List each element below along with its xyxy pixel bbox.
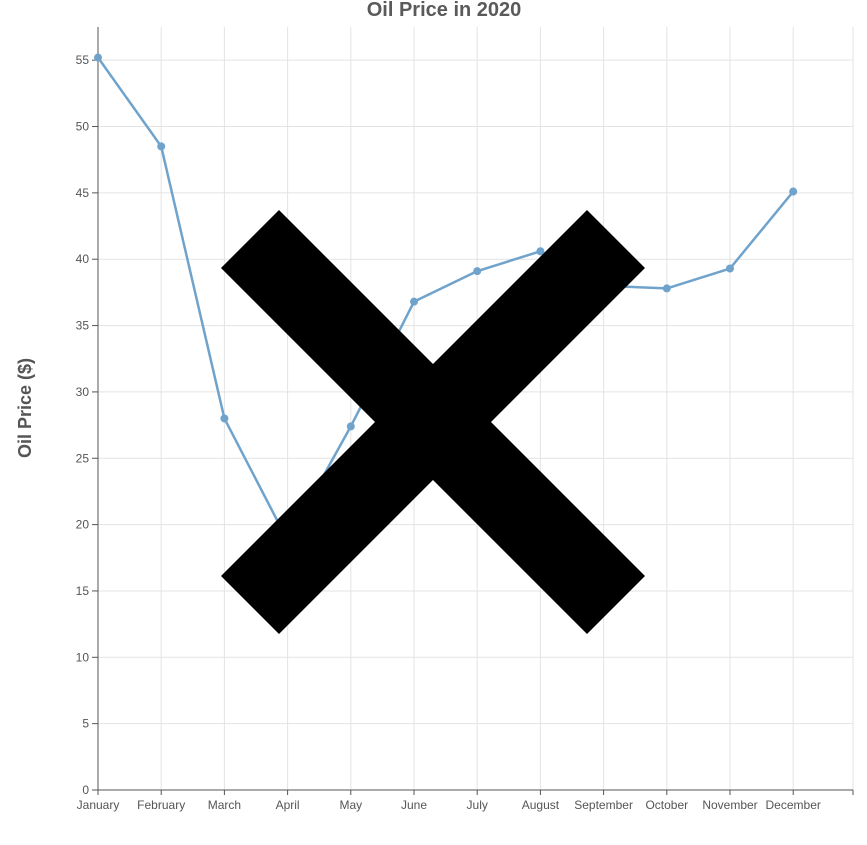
y-tick-label: 5 — [82, 717, 89, 731]
y-tick-label: 20 — [76, 518, 90, 532]
x-tick-label: August — [522, 798, 560, 812]
y-tick-label: 45 — [76, 186, 90, 200]
data-point — [410, 297, 418, 306]
y-tick-label: 40 — [76, 252, 90, 266]
x-mark-stroke — [221, 210, 645, 634]
data-point — [346, 422, 355, 431]
data-point — [789, 187, 798, 196]
y-tick-label: 0 — [82, 783, 89, 797]
data-point — [662, 284, 671, 293]
x-tick-label: July — [467, 798, 488, 812]
y-tick-label: 25 — [76, 451, 90, 465]
series-line — [96, 56, 795, 542]
x-tick-label: May — [339, 798, 362, 812]
y-tick-label: 50 — [76, 120, 90, 134]
x-tick-label: October — [645, 798, 688, 812]
y-tick-label: 30 — [76, 385, 90, 399]
x-tick-label: February — [137, 798, 185, 812]
data-point — [157, 142, 166, 151]
y-tick-label: 35 — [76, 319, 90, 333]
y-tick-label: 10 — [76, 650, 90, 664]
x-mark-overlay — [221, 210, 645, 634]
data-point — [536, 247, 545, 256]
data-point — [220, 414, 229, 423]
x-tick-label: March — [208, 798, 241, 812]
x-tick-label: November — [702, 798, 757, 812]
chart-title: Oil Price in 2020 — [367, 0, 522, 21]
x-tick-label: June — [401, 798, 427, 812]
x-tick-label: January — [77, 798, 120, 812]
x-tick-label: December — [766, 798, 821, 812]
data-point — [94, 53, 102, 62]
data-point — [726, 264, 734, 273]
y-tick-label: 15 — [76, 584, 90, 598]
y-tick-label: 55 — [76, 53, 90, 67]
x-tick-label: September — [574, 798, 633, 812]
x-tick-label: April — [276, 798, 300, 812]
data-point — [473, 267, 482, 276]
axes: 0 5 10 15 20 25 30 35 40 45 50 55 January February Mar… — [76, 27, 854, 812]
y-axis-label: Oil Price ($) — [15, 358, 35, 458]
